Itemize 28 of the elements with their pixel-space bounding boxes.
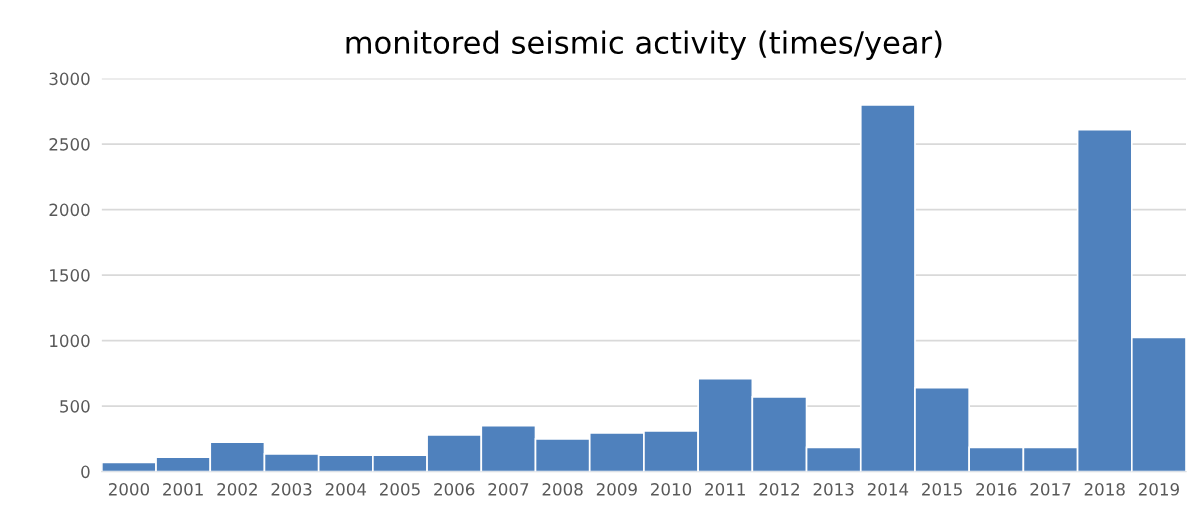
x-tick-label: 2009	[596, 483, 637, 496]
x-tick-label: 2012	[759, 483, 799, 496]
y-tick-label: 500	[60, 400, 90, 413]
y-tick-label: 2500	[49, 138, 90, 151]
x-tick-label: 2005	[380, 483, 420, 496]
y-tick-label: 2000	[49, 203, 90, 217]
y-tick-label: 1000	[50, 334, 90, 348]
y-tick-label: 3000	[49, 72, 90, 86]
x-tick-label: 2010	[651, 483, 692, 496]
x-tick-label: 2016	[976, 483, 1017, 496]
x-tick-label: 2006	[434, 483, 475, 496]
x-tick-label: 2015	[922, 483, 962, 496]
y-tick-label: 0	[81, 465, 90, 479]
x-tick-label: 2017	[1030, 483, 1071, 496]
x-tick-label: 2018	[1084, 483, 1125, 496]
x-tick-label: 2019	[1138, 483, 1179, 496]
x-tick-label: 2002	[217, 483, 257, 496]
chart-title: monitored seismic activity (times/year)	[346, 30, 942, 60]
y-tick-label: 1500	[50, 269, 90, 282]
x-tick-label: 2001	[163, 483, 203, 496]
x-tick-label: 2013	[813, 483, 854, 496]
x-tick-label: 2000	[108, 483, 150, 496]
x-tick-label: 2003	[271, 483, 312, 496]
x-tick-label: 2011	[705, 483, 745, 496]
x-tick-label: 2007	[488, 483, 529, 496]
x-tick-label: 2008	[542, 483, 583, 496]
x-tick-label: 2014	[867, 483, 909, 496]
x-tick-label: 2004	[325, 483, 367, 496]
